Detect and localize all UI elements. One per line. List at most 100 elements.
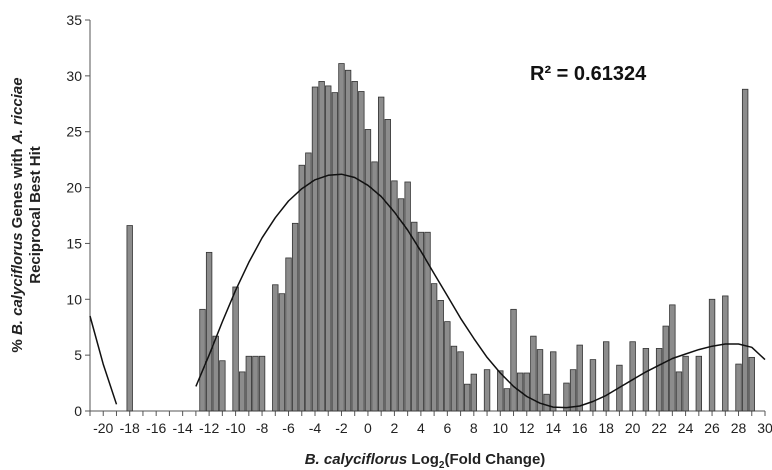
x-tick-label: 2 xyxy=(391,420,399,436)
bar xyxy=(311,86,319,412)
bar xyxy=(291,222,299,412)
x-title-species: B. calyciflorus xyxy=(305,451,408,468)
bar xyxy=(569,369,577,412)
x-tick-label: 14 xyxy=(545,420,561,436)
y-tick-label: 15 xyxy=(66,235,82,251)
bar xyxy=(722,295,729,412)
bar xyxy=(530,335,537,412)
bar xyxy=(523,372,530,412)
bar xyxy=(457,351,464,412)
x-tick-label: 8 xyxy=(470,420,478,436)
bar xyxy=(278,293,286,412)
y-title-genes: Genes with xyxy=(9,144,26,232)
bar xyxy=(391,180,398,412)
bar xyxy=(411,221,418,412)
bar xyxy=(550,351,557,412)
polynomial-trendline xyxy=(89,173,766,409)
bar xyxy=(576,344,583,412)
bar xyxy=(464,383,471,412)
bar xyxy=(272,284,279,412)
r-squared-annotation: R² = 0.61324 xyxy=(530,63,647,85)
bar xyxy=(252,355,259,412)
bar xyxy=(450,345,458,412)
x-axis-title: B. calyciflorus Log2(Fold Change) xyxy=(305,451,546,470)
x-tick-label: 4 xyxy=(417,420,425,436)
bar xyxy=(748,356,755,412)
y-axis-title: % B. calyciflorus Genes with A. ricciae … xyxy=(9,77,44,352)
bar xyxy=(325,85,332,412)
bar xyxy=(397,198,405,412)
bar xyxy=(298,164,305,412)
bar xyxy=(212,335,219,412)
x-tick-label: 28 xyxy=(731,420,747,436)
y-title-line2: Reciprocal Best Hit xyxy=(27,146,44,284)
bar-series xyxy=(126,63,755,412)
y-tick-label: 20 xyxy=(66,180,82,196)
bar xyxy=(318,81,325,412)
x-tick-label: -10 xyxy=(225,420,245,436)
bar xyxy=(331,92,339,412)
bar xyxy=(470,373,478,412)
x-tick-label: -2 xyxy=(335,420,348,436)
x-tick-label: -20 xyxy=(93,420,113,436)
bar xyxy=(682,355,689,412)
x-tick-label: 26 xyxy=(704,420,720,436)
bar xyxy=(245,355,253,412)
bar xyxy=(377,96,385,412)
x-tick-label: 20 xyxy=(625,420,641,436)
bar xyxy=(741,88,749,412)
bar xyxy=(424,231,431,412)
bar xyxy=(642,348,650,412)
bar xyxy=(563,382,570,412)
y-title-species: B. calyciflorus xyxy=(9,233,26,336)
y-axis: 0 5 10 15 20 25 30 35 xyxy=(66,12,91,419)
bar xyxy=(239,371,246,412)
y-tick-label: 30 xyxy=(66,68,82,84)
bar xyxy=(430,283,438,412)
x-tick-label: -6 xyxy=(282,420,295,436)
bar xyxy=(358,91,365,412)
x-tick-label: 6 xyxy=(443,420,451,436)
x-tick-label: -4 xyxy=(309,420,322,436)
bar xyxy=(417,231,425,412)
x-tick-label: 0 xyxy=(364,420,372,436)
bar xyxy=(371,161,378,412)
bar xyxy=(708,298,716,412)
x-tick-label: -12 xyxy=(199,420,219,436)
x-axis: -20 -18 -16 -14 -12 -10 -8 -6 -4 -2 0 2 4 6 8 10 12 14 16 1… xyxy=(89,410,772,436)
x-tick-label: 24 xyxy=(678,420,694,436)
y-tick-label: 35 xyxy=(66,12,82,28)
bar xyxy=(404,181,411,412)
bar xyxy=(503,388,511,412)
bar xyxy=(437,300,444,412)
x-tick-label: 30 xyxy=(757,420,772,436)
bar xyxy=(338,63,345,412)
bar xyxy=(285,257,292,412)
bar xyxy=(199,308,206,412)
x-tick-label: 22 xyxy=(651,420,667,436)
y-title-ricciae: A. ricciae xyxy=(9,77,26,145)
bar xyxy=(589,359,597,412)
y-tick-label: 0 xyxy=(74,403,82,419)
bar xyxy=(497,370,504,412)
x-tick-label: -14 xyxy=(173,420,193,436)
bar xyxy=(695,355,703,412)
y-title-percent: % xyxy=(9,335,26,353)
bar xyxy=(543,393,550,412)
bar xyxy=(205,251,213,412)
bar xyxy=(258,355,266,412)
bar xyxy=(655,348,663,412)
y-tick-label: 5 xyxy=(74,347,82,363)
y-tick-label: 25 xyxy=(66,124,82,140)
bar xyxy=(735,363,742,412)
bar xyxy=(351,81,358,412)
bar xyxy=(305,152,312,412)
bar xyxy=(510,308,517,412)
bar xyxy=(384,119,391,412)
x-title-fold: (Fold Change) xyxy=(444,451,545,468)
x-tick-label: 10 xyxy=(493,420,509,436)
x-tick-label: -16 xyxy=(146,420,166,436)
bar xyxy=(662,325,669,412)
bar xyxy=(126,225,133,412)
